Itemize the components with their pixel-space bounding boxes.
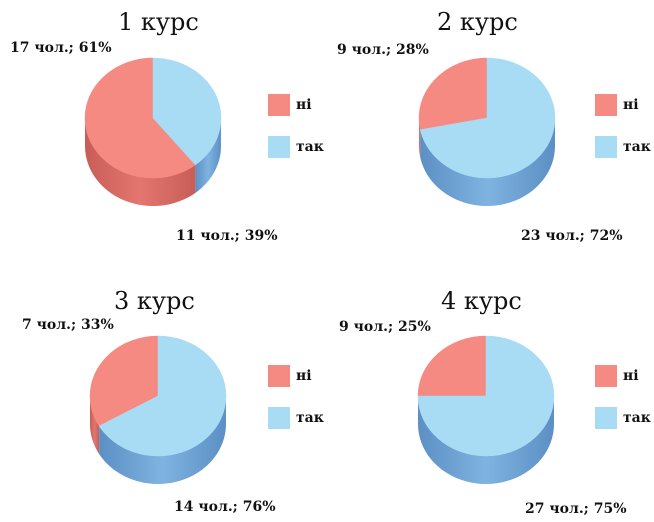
legend-item-ni: ні — [595, 357, 651, 395]
legend-label-ni: ні — [623, 368, 639, 384]
legend-item-tak: так — [595, 399, 651, 437]
legend-label-tak: так — [296, 139, 324, 155]
legend: ні так — [268, 86, 324, 170]
pie-slice-tak — [152, 57, 222, 166]
pie-graphic — [89, 335, 227, 484]
pie-chart-2: 2 курс 9 чол.; 28% 23 чол.; 72% ні так — [327, 0, 654, 261]
legend-swatch-tak — [268, 136, 290, 158]
legend-label-tak: так — [623, 410, 651, 426]
data-label-tak: 14 чол.; 76% — [174, 499, 276, 515]
legend: ні так — [268, 357, 324, 441]
pie-slice-tak — [98, 335, 227, 457]
pie-side-tak — [99, 398, 226, 484]
pie-chart-1: 1 курс 17 чол.; 61% 11 чол.; 39% ні так — [0, 0, 327, 261]
data-label-tak: 23 чол.; 72% — [521, 228, 623, 244]
legend-item-ni: ні — [268, 86, 324, 124]
legend-item-ni: ні — [268, 357, 324, 395]
legend-label-ni: ні — [296, 368, 312, 384]
legend-label-ni: ні — [296, 97, 312, 113]
legend-swatch-ni — [595, 94, 617, 116]
data-label-tak: 27 чол.; 75% — [525, 501, 627, 517]
chart-title: 4 курс — [441, 287, 522, 315]
legend-item-ni: ні — [595, 86, 651, 124]
pie-side-tak — [195, 120, 221, 193]
data-label-ni: 7 чол.; 33% — [22, 317, 114, 333]
data-label-ni: 9 чол.; 25% — [339, 319, 431, 335]
pie-slice-ni — [89, 335, 159, 427]
legend: ні так — [595, 357, 651, 441]
data-label-ni: 17 чол.; 61% — [10, 40, 112, 56]
legend-item-tak: так — [268, 399, 324, 437]
pie-chart-4: 4 курс 9 чол.; 25% 27 чол.; 75% ні так — [327, 261, 654, 522]
chart-title: 2 курс — [437, 8, 518, 36]
pie-side-tak — [420, 118, 555, 206]
legend-swatch-ni — [595, 365, 617, 387]
pie-graphic — [84, 57, 222, 206]
legend-label-ni: ні — [623, 97, 639, 113]
legend-label-tak: так — [296, 410, 324, 426]
legend-item-tak: так — [268, 128, 324, 166]
pie-side-ni — [85, 119, 196, 206]
legend-swatch-ni — [268, 94, 290, 116]
legend-item-tak: так — [595, 128, 651, 166]
chart-title: 1 курс — [118, 8, 199, 36]
pie-slice-ni — [417, 335, 487, 397]
pie-chart-3: 3 курс 7 чол.; 33% 14 чол.; 76% ні так — [0, 261, 327, 522]
pie-side-ni — [90, 396, 100, 454]
legend-label-tak: так — [623, 139, 651, 155]
data-label-tak: 11 чол.; 39% — [176, 228, 278, 244]
legend: ні так — [595, 86, 651, 170]
legend-swatch-tak — [595, 136, 617, 158]
legend-swatch-tak — [268, 407, 290, 429]
pie-graphic — [417, 335, 555, 484]
legend-swatch-tak — [595, 407, 617, 429]
pie-slice-ni — [418, 57, 488, 130]
pie-slice-tak — [420, 57, 556, 179]
data-label-ni: 9 чол.; 28% — [337, 42, 429, 58]
pie-slice-tak — [417, 335, 555, 457]
chart-title: 3 курс — [114, 287, 195, 315]
pie-graphic — [418, 57, 556, 206]
pie-side-tak — [418, 396, 554, 484]
legend-swatch-ni — [268, 365, 290, 387]
pie-slice-ni — [84, 57, 196, 179]
